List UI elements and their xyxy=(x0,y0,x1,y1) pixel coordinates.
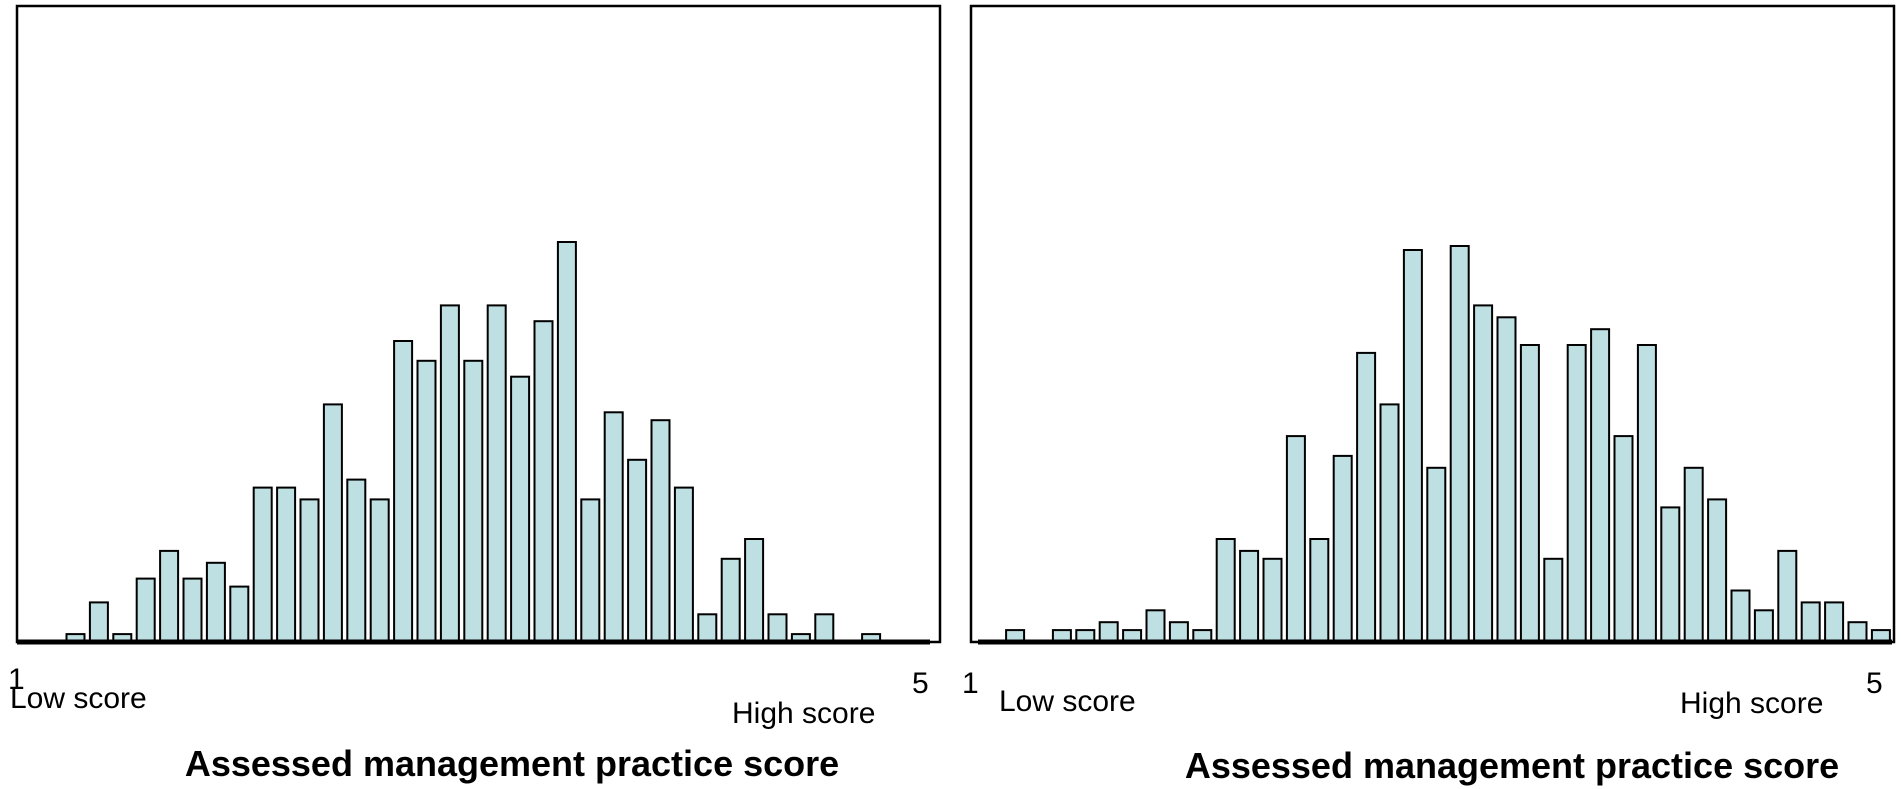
right-histogram-bar-28 xyxy=(1636,344,1657,643)
right-histogram-bar-7 xyxy=(1145,609,1166,643)
right-histogram-bar-29 xyxy=(1660,506,1681,643)
right-histogram-bar-5 xyxy=(1098,621,1119,644)
right-histogram-bar-16 xyxy=(1356,351,1377,643)
right-histogram-bar-23 xyxy=(1519,344,1540,643)
right-tick-label-min: 1 xyxy=(962,667,979,700)
right-chart: 1 Low score High score 5 Assessed manage… xyxy=(962,4,1896,786)
left-histogram-bar-31 xyxy=(744,538,765,643)
left-histogram-bar-8 xyxy=(205,561,226,643)
left-histogram-bar-34 xyxy=(814,613,835,643)
left-histogram-bar-24 xyxy=(580,498,601,643)
left-histogram-bar-11 xyxy=(276,486,297,643)
right-tick-label-max: 5 xyxy=(1866,667,1883,700)
right-histogram-bar-36 xyxy=(1824,601,1845,644)
left-histogram-bar-15 xyxy=(369,498,390,643)
right-bars xyxy=(1005,245,1891,644)
right-histogram-bar-14 xyxy=(1309,538,1330,643)
left-x-axis-title: Assessed management practice score xyxy=(185,743,839,784)
left-histogram-bar-26 xyxy=(627,458,648,643)
left-histogram-bar-25 xyxy=(603,411,624,643)
left-histogram-bar-28 xyxy=(673,486,694,643)
left-histogram-bar-12 xyxy=(299,498,320,643)
left-histogram-bar-23 xyxy=(556,241,577,643)
right-x-axis-title: Assessed management practice score xyxy=(1185,745,1839,786)
right-histogram-bar-19 xyxy=(1426,466,1447,643)
right-histogram-bar-20 xyxy=(1449,245,1470,643)
right-high-score-label: High score xyxy=(1680,687,1823,720)
right-histogram-bar-13 xyxy=(1285,435,1306,643)
left-histogram-bar-7 xyxy=(182,577,203,643)
left-histogram-bar-20 xyxy=(486,304,507,643)
left-histogram-bar-17 xyxy=(416,359,437,643)
left-bars xyxy=(65,241,882,644)
left-histogram-bar-32 xyxy=(767,613,788,643)
right-histogram-bar-15 xyxy=(1332,454,1353,643)
left-histogram-bar-27 xyxy=(650,419,671,644)
left-histogram-bar-29 xyxy=(697,613,718,643)
left-histogram-bar-13 xyxy=(322,403,343,643)
right-histogram-bar-34 xyxy=(1777,549,1798,644)
right-histogram-bar-10 xyxy=(1215,538,1236,643)
left-histogram-bar-5 xyxy=(135,577,156,643)
right-histogram-bar-18 xyxy=(1402,249,1423,643)
left-high-score-label: High score xyxy=(732,697,875,730)
right-histogram-bar-26 xyxy=(1590,328,1611,643)
right-histogram-bar-22 xyxy=(1496,316,1517,643)
right-histogram-bar-24 xyxy=(1543,557,1564,643)
right-histogram-bar-33 xyxy=(1753,609,1774,643)
right-histogram-bar-35 xyxy=(1800,601,1821,644)
right-histogram-bar-25 xyxy=(1566,344,1587,643)
left-histogram-bar-21 xyxy=(510,375,531,643)
right-histogram-bar-21 xyxy=(1473,304,1494,643)
left-tick-label-min: 1 xyxy=(8,663,25,696)
left-histogram-bar-14 xyxy=(346,478,367,643)
left-tick-label-max: 5 xyxy=(912,667,929,700)
right-histogram-bar-11 xyxy=(1239,549,1260,644)
right-histogram-bar-30 xyxy=(1683,466,1704,643)
right-histogram-bar-31 xyxy=(1707,498,1728,643)
left-histogram-bar-22 xyxy=(533,320,554,643)
right-histogram-bar-8 xyxy=(1168,621,1189,644)
left-histogram-bar-10 xyxy=(252,486,273,643)
left-histogram-bar-9 xyxy=(229,585,250,643)
right-histogram-bar-12 xyxy=(1262,557,1283,643)
left-histogram-bar-16 xyxy=(393,340,414,643)
left-histogram-bar-6 xyxy=(159,549,180,644)
left-low-score-label: Low score xyxy=(10,682,147,715)
right-low-score-label: Low score xyxy=(999,685,1136,718)
right-histogram-bar-27 xyxy=(1613,435,1634,643)
left-chart: 1 Low score High score 5 Assessed manage… xyxy=(8,4,942,784)
left-histogram-bar-30 xyxy=(720,557,741,643)
right-histogram-bar-17 xyxy=(1379,403,1400,643)
right-histogram-bar-37 xyxy=(1847,621,1868,644)
left-histogram-bar-18 xyxy=(439,304,460,643)
right-histogram-bar-32 xyxy=(1730,589,1751,643)
left-histogram-bar-19 xyxy=(463,359,484,643)
left-histogram-bar-3 xyxy=(88,601,109,644)
